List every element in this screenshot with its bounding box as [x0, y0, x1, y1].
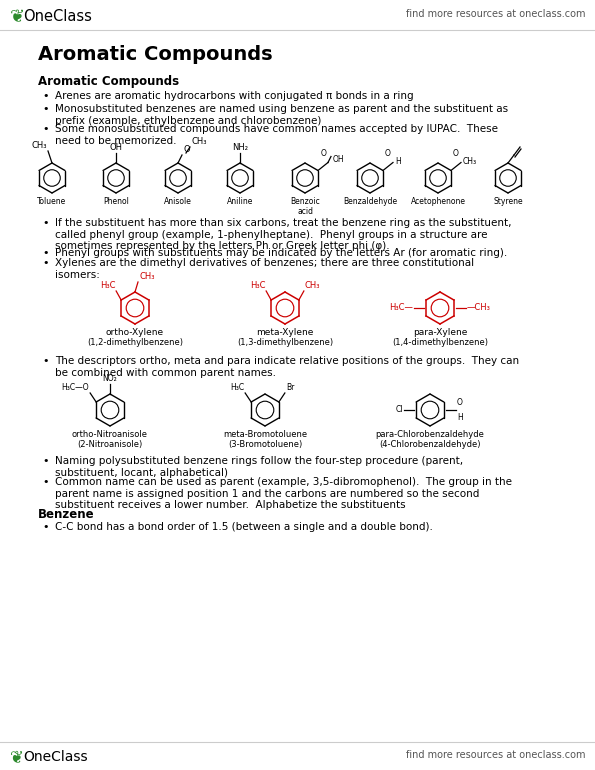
- Text: •: •: [42, 456, 49, 466]
- Text: Toluene: Toluene: [37, 197, 67, 206]
- Text: CH₃: CH₃: [191, 137, 206, 146]
- Text: NH₂: NH₂: [232, 143, 248, 152]
- Text: H₃C—O: H₃C—O: [61, 383, 89, 392]
- Text: H₃C: H₃C: [99, 281, 115, 290]
- Text: O: O: [453, 149, 459, 158]
- Text: (4-Chlorobenzaldehyde): (4-Chlorobenzaldehyde): [379, 440, 481, 449]
- Text: •: •: [42, 248, 49, 258]
- Text: Cl: Cl: [396, 406, 403, 414]
- Text: CH₃: CH₃: [463, 156, 477, 166]
- Text: Naming polysubstituted benzene rings follow the four-step procedure (parent,
sub: Naming polysubstituted benzene rings fol…: [55, 456, 463, 477]
- Text: Aromatic Compounds: Aromatic Compounds: [38, 75, 179, 88]
- Text: Br: Br: [286, 383, 295, 392]
- Text: ortho-Nitroanisole: ortho-Nitroanisole: [72, 430, 148, 439]
- Text: Phenol: Phenol: [103, 197, 129, 206]
- Text: CH₃: CH₃: [305, 281, 320, 290]
- Text: Benzoic
acid: Benzoic acid: [290, 197, 320, 216]
- Text: OneClass: OneClass: [23, 750, 87, 764]
- Text: •: •: [42, 522, 49, 532]
- Text: O: O: [457, 398, 463, 407]
- Text: para-Xylene: para-Xylene: [413, 328, 467, 337]
- Text: Benzene: Benzene: [38, 508, 95, 521]
- Text: Styrene: Styrene: [493, 197, 523, 206]
- Text: Benzaldehyde: Benzaldehyde: [343, 197, 397, 206]
- Text: Aromatic Compounds: Aromatic Compounds: [38, 45, 273, 64]
- Text: If the substituent has more than six carbons, treat the benzene ring as the subs: If the substituent has more than six car…: [55, 218, 512, 251]
- Text: H: H: [395, 156, 401, 166]
- Text: The descriptors ortho, meta and para indicate relative positions of the groups. : The descriptors ortho, meta and para ind…: [55, 356, 519, 377]
- Text: Phenyl groups with substituents may be indicated by the letters Ar (for aromatic: Phenyl groups with substituents may be i…: [55, 248, 508, 258]
- Text: •: •: [42, 356, 49, 366]
- Text: •: •: [42, 104, 49, 114]
- Text: (1,3-dimethylbenzene): (1,3-dimethylbenzene): [237, 338, 333, 347]
- Text: •: •: [42, 218, 49, 228]
- Text: (2-Nitroanisole): (2-Nitroanisole): [77, 440, 143, 449]
- Text: ❦: ❦: [10, 748, 24, 766]
- Text: meta-Bromotoluene: meta-Bromotoluene: [223, 430, 307, 439]
- Text: H₃C: H₃C: [250, 281, 265, 290]
- Text: CH₃: CH₃: [139, 272, 155, 281]
- Text: OneClass: OneClass: [23, 9, 92, 24]
- Text: OH: OH: [333, 156, 345, 165]
- Text: para-Chlorobenzaldehyde: para-Chlorobenzaldehyde: [375, 430, 484, 439]
- Text: (1,4-dimethylbenzene): (1,4-dimethylbenzene): [392, 338, 488, 347]
- Text: Anisole: Anisole: [164, 197, 192, 206]
- Text: O: O: [183, 145, 190, 154]
- Text: Aniline: Aniline: [227, 197, 253, 206]
- Text: O: O: [385, 149, 391, 158]
- Text: ortho-Xylene: ortho-Xylene: [106, 328, 164, 337]
- Text: C-C bond has a bond order of 1.5 (between a single and a double bond).: C-C bond has a bond order of 1.5 (betwee…: [55, 522, 433, 532]
- Text: find more resources at oneclass.com: find more resources at oneclass.com: [406, 750, 585, 760]
- Text: Monosubstituted benzenes are named using benzene as parent and the substituent a: Monosubstituted benzenes are named using…: [55, 104, 508, 126]
- Text: OH: OH: [109, 143, 123, 152]
- Text: Xylenes are the dimethyl derivatives of benzenes; there are three constitutional: Xylenes are the dimethyl derivatives of …: [55, 258, 474, 280]
- Text: •: •: [42, 477, 49, 487]
- Text: (3-Bromotoluene): (3-Bromotoluene): [228, 440, 302, 449]
- Text: •: •: [42, 91, 49, 101]
- Text: NO₂: NO₂: [102, 374, 117, 383]
- Text: H₃C: H₃C: [230, 383, 244, 392]
- Text: ❦: ❦: [10, 8, 25, 26]
- Text: —CH₃: —CH₃: [467, 303, 491, 313]
- Text: find more resources at oneclass.com: find more resources at oneclass.com: [406, 9, 585, 19]
- Text: CH₃: CH₃: [32, 141, 47, 150]
- Text: Some monosubstituted compounds have common names accepted by IUPAC.  These
need : Some monosubstituted compounds have comm…: [55, 124, 498, 146]
- Text: •: •: [42, 258, 49, 268]
- Text: Common name can be used as parent (example, 3,5-dibromophenol).  The group in th: Common name can be used as parent (examp…: [55, 477, 512, 511]
- Text: Acetophenone: Acetophenone: [411, 197, 465, 206]
- Text: (1,2-dimethylbenzene): (1,2-dimethylbenzene): [87, 338, 183, 347]
- Text: •: •: [42, 124, 49, 134]
- Text: meta-Xylene: meta-Xylene: [256, 328, 314, 337]
- Text: H₃C—: H₃C—: [389, 303, 413, 313]
- Text: Arenes are aromatic hydrocarbons with conjugated π bonds in a ring: Arenes are aromatic hydrocarbons with co…: [55, 91, 414, 101]
- Text: H: H: [457, 413, 463, 422]
- Text: O: O: [321, 149, 327, 159]
